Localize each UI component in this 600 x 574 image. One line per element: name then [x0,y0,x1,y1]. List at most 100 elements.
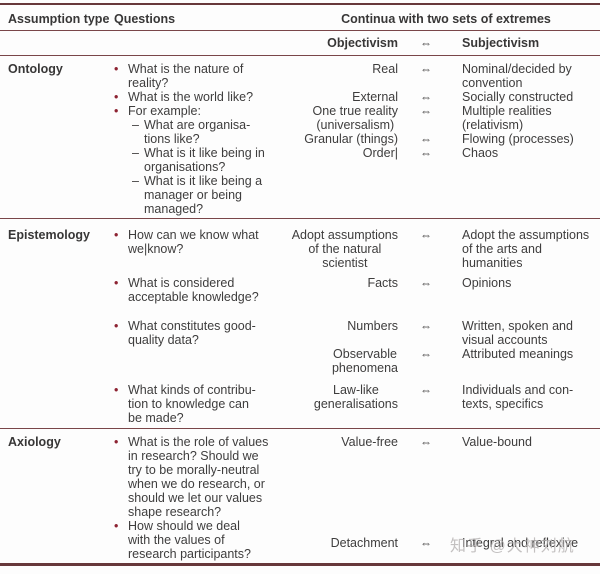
objectivism-line: scientist [322,256,368,270]
table-header-row: Assumption type Questions Continua with … [0,5,600,31]
question-line: acceptable knowledge? [128,290,259,304]
bullet-icon: • [114,383,119,397]
header-continua: Continua with two sets of extremes [341,11,551,26]
questions-column: • What is the nature of reality? • What is t… [114,62,284,216]
bullet-icon: • [114,90,119,104]
double-arrow-icon: ⇔ [420,435,432,449]
question-line: reality? [128,76,169,90]
bullet-icon: • [114,104,119,118]
question-line: organisations? [144,160,226,174]
double-arrow-icon: ⇔ [420,228,432,242]
objectivism-text: Detachment [331,536,398,550]
subjectivism-line: Opinions [462,276,512,290]
question-line: What constitutes good- [128,319,256,333]
question-item: • What is the world like? [114,90,284,104]
question-text: What kinds of contribu-tion to knowledge… [128,383,256,425]
row-group: • What kinds of contribu-tion to knowledg… [114,383,600,425]
double-arrow-icon: ⇔ [420,146,432,160]
subjectivism-cell: Integral and reflexive 知乎 @大神刘航 [450,536,600,555]
continua-column: Numbers ⇔ Written, spoken and visual accoun… [284,319,600,375]
continua-column: Adopt assumptions of the natural scientist… [284,228,600,270]
question-item: • What kinds of contribu-tion to knowledg… [114,383,284,425]
question-text: What constitutes good-quality data? [128,319,256,347]
row-group: • What is considered acceptable knowledge?… [114,276,600,304]
objectivism-cell: Detachment [292,536,398,550]
subjectivism-line: Attributed meanings [462,347,574,361]
bullet-icon: • [114,276,119,290]
question-line: try to be morally-neutral [128,463,260,477]
objectivism-line: Granular (things) [304,132,398,146]
objectivism-cell: Law-like generalisations [292,383,398,411]
objectivism-text: External [352,90,398,104]
objectivism-line: Real [372,62,398,76]
table-body: Ontology • What is the nature of reality? • W… [0,56,600,563]
questions-column: • What kinds of contribu-tion to knowledg… [114,383,284,425]
section-content: • What is the nature of reality? • What is t… [114,62,600,218]
objectivism-line: phenomena [331,361,398,375]
section-label: Ontology [8,62,63,76]
question-line: tion to knowledge can [128,397,249,411]
objectivism-text: Value-free [341,435,398,449]
objectivism-line: generalisations [313,397,398,411]
subjectivism-cell: Opinions [454,276,600,290]
objectivism-line: (universalism) [316,118,395,132]
question-text: What is the nature of reality? [128,62,243,90]
section-content: • What is the role of values in research? … [114,435,600,563]
header-questions: Questions [114,11,176,26]
double-arrow-icon: ⇔ [420,90,432,104]
question-line: we|know? [128,242,184,256]
question-line: What are organisa- [144,118,251,132]
subjectivism-line: Integral and reflexive [462,536,579,550]
question-line: For example: [128,104,201,118]
subjectivism-cell: Socially constructed [454,90,600,104]
objectivism-text: Numbers [347,319,398,333]
section-epistemology: Epistemology • How can we know what we|know… [0,219,600,429]
questions-column: • How should we deal with the values of res… [114,519,284,561]
dash-icon: – [132,146,139,160]
question-line: What is the role of values [128,435,269,449]
subjectivism-line: Chaos [462,146,499,160]
continuum-row: Adopt assumptions of the natural scientist… [292,228,600,270]
question-item: • What is considered acceptable knowledge? [114,276,284,304]
objectivism-cell: Real [292,62,398,76]
objectivism-text: Real [372,62,398,76]
subjectivism-line: Flowing (processes) [462,132,574,146]
question-line: What kinds of contribu- [128,383,256,397]
objectivism-cell: Value-free [292,435,398,449]
question-line: quality data? [128,333,199,347]
objectivism-cell: Numbers [292,319,398,333]
continuum-row: Real ⇔ Nominal/decided by convention [292,62,600,90]
continuum-row: Value-free ⇔ Value-bound [292,435,600,449]
header-objectivism: Objectivism [327,36,398,50]
subjectivism-cell: Multiple realities (relativism) [454,104,600,132]
objectivism-text: Granular (things) [304,132,398,146]
double-arrow-icon: ⇔ [420,536,432,550]
objectivism-cell: Observable phenomena [292,347,398,375]
objectivism-text: Law-like generalisations [314,383,398,411]
subjectivism-line: visual accounts [462,333,548,347]
objectivism-text: One true reality (universalism) [313,104,398,132]
question-line: when we do research, or [128,477,265,491]
double-arrow-icon: ⇔ [420,62,432,76]
question-text: What is considered acceptable knowledge? [128,276,259,304]
double-arrow-icon: ⇔ [420,104,432,118]
question-line: in research? Should we [128,449,259,463]
section-axiology: Axiology • What is the role of values in re… [0,429,600,563]
continua-column: Value-free ⇔ Value-bound [284,435,600,519]
section-label: Epistemology [8,228,90,242]
question-item: • For example: [114,104,284,118]
objectivism-text: Order| [363,146,398,160]
objectivism-cell: Order| [292,146,398,160]
objectivism-cell: Facts [292,276,398,290]
subjectivism-line: Socially constructed [462,90,574,104]
bullet-icon: • [114,519,119,533]
row-group: • What is the role of values in research? … [114,435,600,519]
question-text: For example: [128,104,201,118]
question-line: How should we deal [128,519,240,533]
subjectivism-line: Value-bound [462,435,532,449]
subjectivism-line: Individuals and con- [462,383,574,397]
double-arrow-icon: ⇔ [420,347,432,361]
objectivism-line: Facts [367,276,398,290]
continuum-row: Numbers ⇔ Written, spoken and visual accoun… [292,319,600,347]
